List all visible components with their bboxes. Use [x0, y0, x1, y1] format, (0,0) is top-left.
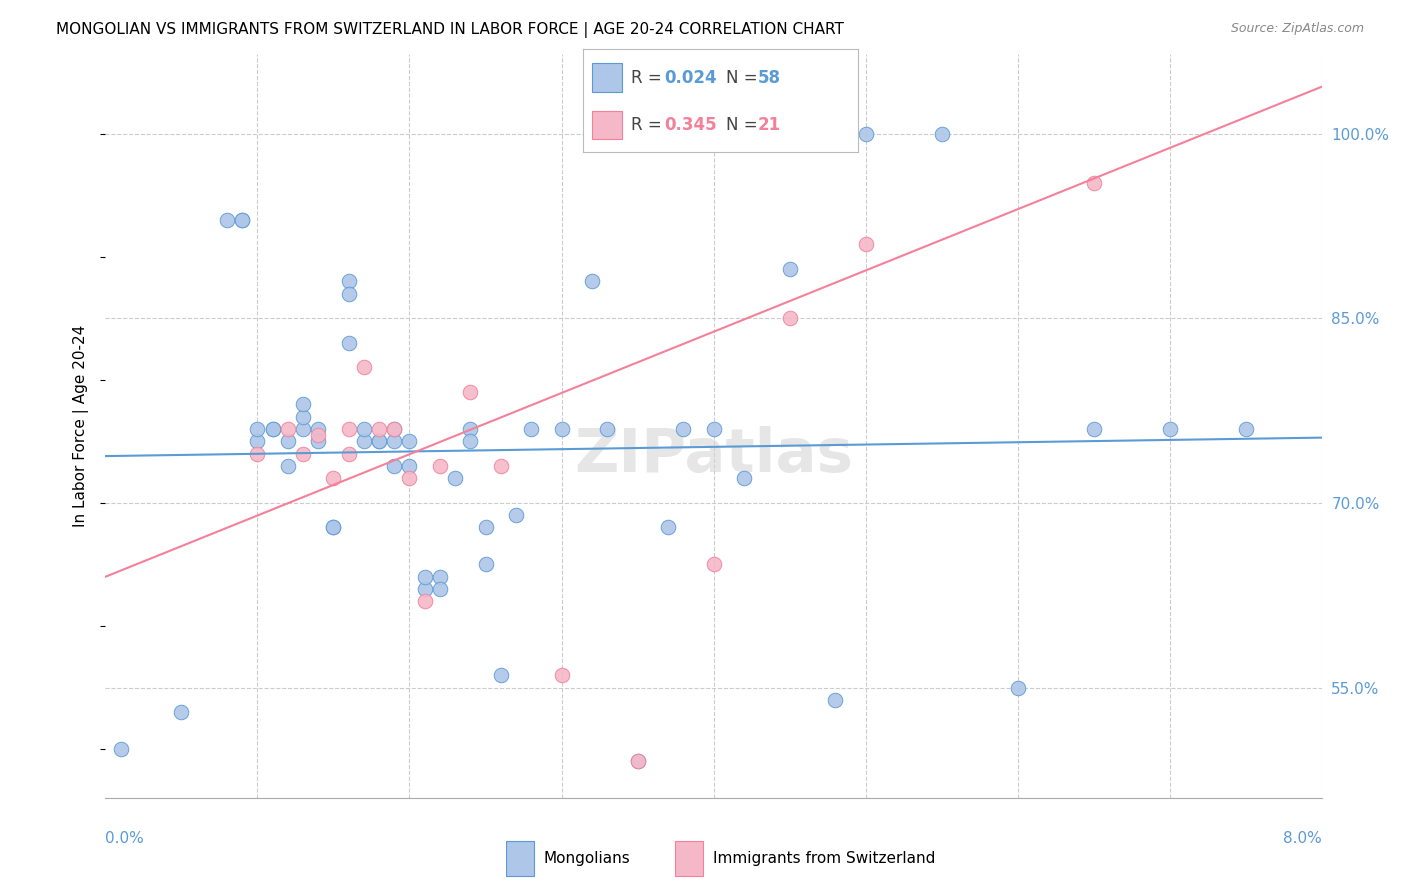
Point: [170, 705, 193, 719]
Point: [382, 458, 405, 473]
Point: [307, 434, 329, 449]
Point: [489, 668, 512, 682]
Point: [520, 422, 543, 436]
Point: [353, 422, 375, 436]
Text: ZIPatlas: ZIPatlas: [574, 426, 853, 485]
Text: 8.0%: 8.0%: [1282, 831, 1322, 847]
Point: [246, 422, 269, 436]
Point: [322, 520, 344, 534]
Point: [779, 262, 801, 277]
FancyBboxPatch shape: [506, 841, 534, 876]
Point: [337, 335, 360, 350]
Point: [474, 520, 496, 534]
Point: [353, 434, 375, 449]
Point: [596, 422, 619, 436]
Text: Immigrants from Switzerland: Immigrants from Switzerland: [713, 851, 935, 866]
Point: [1007, 681, 1029, 695]
Point: [626, 755, 648, 769]
Point: [337, 422, 360, 436]
Point: [292, 397, 315, 411]
Point: [337, 447, 360, 461]
FancyBboxPatch shape: [592, 111, 621, 139]
Point: [246, 434, 269, 449]
Point: [458, 422, 481, 436]
Point: [277, 422, 299, 436]
Text: 21: 21: [758, 116, 780, 134]
Point: [292, 409, 315, 424]
Point: [231, 212, 253, 227]
Point: [855, 237, 877, 252]
Point: [1083, 176, 1105, 190]
Point: [307, 428, 329, 442]
Point: [368, 434, 391, 449]
Point: [1159, 422, 1181, 436]
Point: [262, 422, 284, 436]
Text: 0.345: 0.345: [665, 116, 717, 134]
Text: MONGOLIAN VS IMMIGRANTS FROM SWITZERLAND IN LABOR FORCE | AGE 20-24 CORRELATION : MONGOLIAN VS IMMIGRANTS FROM SWITZERLAND…: [56, 22, 844, 38]
Text: R =: R =: [631, 116, 668, 134]
Point: [292, 422, 315, 436]
Text: N =: N =: [725, 116, 763, 134]
Point: [398, 458, 420, 473]
Point: [382, 422, 405, 436]
Point: [550, 422, 572, 436]
Point: [581, 274, 603, 288]
Text: N =: N =: [725, 69, 763, 87]
Text: 0.024: 0.024: [665, 69, 717, 87]
Point: [702, 558, 725, 572]
Point: [413, 594, 436, 608]
FancyBboxPatch shape: [675, 841, 703, 876]
Point: [246, 447, 269, 461]
Point: [824, 693, 846, 707]
Point: [368, 434, 391, 449]
Point: [626, 755, 648, 769]
Text: 0.0%: 0.0%: [105, 831, 145, 847]
FancyBboxPatch shape: [592, 63, 621, 92]
Point: [398, 434, 420, 449]
Point: [733, 471, 755, 485]
Point: [307, 422, 329, 436]
Point: [444, 471, 467, 485]
Text: R =: R =: [631, 69, 668, 87]
Point: [657, 520, 679, 534]
Point: [550, 668, 572, 682]
Point: [292, 447, 315, 461]
Point: [322, 471, 344, 485]
Point: [458, 434, 481, 449]
Point: [413, 582, 436, 596]
Point: [855, 127, 877, 141]
Point: [382, 434, 405, 449]
Point: [110, 742, 132, 756]
Point: [382, 422, 405, 436]
Point: [217, 212, 239, 227]
Y-axis label: In Labor Force | Age 20-24: In Labor Force | Age 20-24: [73, 325, 90, 527]
Point: [231, 212, 253, 227]
Point: [505, 508, 527, 523]
Point: [322, 520, 344, 534]
Point: [672, 422, 695, 436]
Point: [413, 570, 436, 584]
Point: [429, 570, 451, 584]
Point: [779, 311, 801, 326]
Text: 58: 58: [758, 69, 780, 87]
Text: Mongolians: Mongolians: [544, 851, 630, 866]
Point: [277, 458, 299, 473]
Point: [458, 385, 481, 400]
Point: [1234, 422, 1257, 436]
Point: [398, 471, 420, 485]
Point: [353, 360, 375, 375]
Point: [337, 274, 360, 288]
Point: [368, 422, 391, 436]
Point: [474, 558, 496, 572]
Point: [429, 582, 451, 596]
Point: [429, 458, 451, 473]
Point: [489, 458, 512, 473]
Point: [262, 422, 284, 436]
Text: Source: ZipAtlas.com: Source: ZipAtlas.com: [1230, 22, 1364, 36]
Point: [337, 286, 360, 301]
Point: [931, 127, 953, 141]
Point: [1083, 422, 1105, 436]
Point: [277, 434, 299, 449]
Point: [702, 422, 725, 436]
